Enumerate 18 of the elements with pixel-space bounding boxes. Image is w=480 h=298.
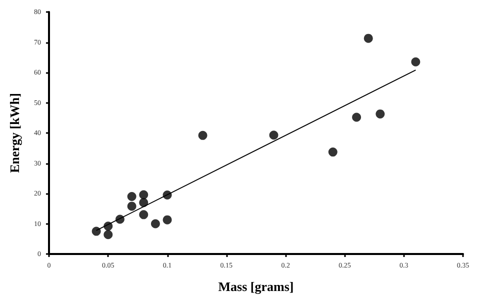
point: [198, 130, 208, 140]
point: [269, 130, 278, 140]
point: [162, 215, 172, 224]
point: [104, 230, 113, 240]
point: [92, 226, 101, 236]
x-axis-title: Mass [grams]: [218, 279, 294, 294]
point: [127, 202, 136, 211]
point: [352, 112, 362, 122]
point: [139, 198, 148, 208]
point: [127, 192, 136, 202]
point: [328, 148, 338, 157]
point: [150, 219, 160, 228]
point: [376, 109, 385, 118]
point: [411, 57, 420, 66]
y-axis-title: Energy [kWh]: [7, 93, 22, 173]
point: [139, 210, 148, 220]
point: [139, 190, 148, 200]
point: [364, 34, 373, 43]
